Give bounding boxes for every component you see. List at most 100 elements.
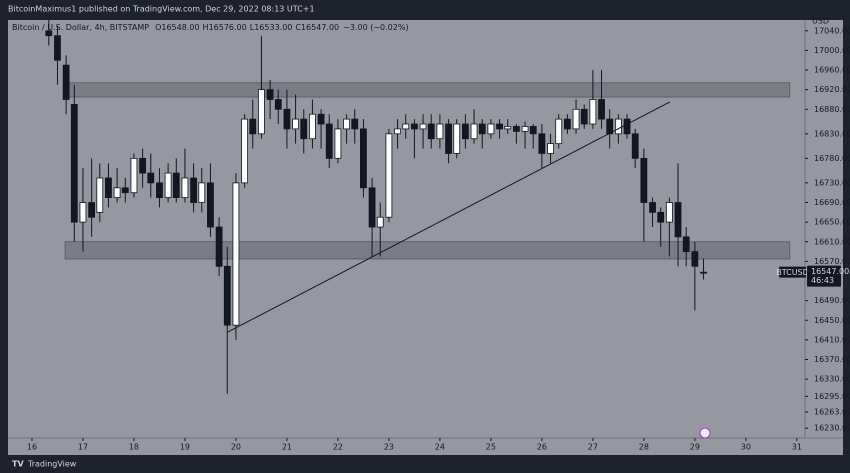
x-tick-label: 22 [333, 443, 343, 452]
candle-body [249, 118, 257, 135]
candle-body [470, 123, 478, 140]
candle-body [325, 123, 333, 159]
candle-body [62, 64, 70, 100]
candle-body [79, 202, 87, 223]
candle-body [317, 113, 325, 125]
x-tick-label: 17 [78, 443, 88, 452]
candle-body [496, 123, 503, 130]
candle-body [70, 103, 78, 223]
x-tick-label: 30 [741, 443, 751, 452]
y-tick-label: 16830.00 [814, 129, 850, 138]
candle-body [88, 202, 96, 218]
legend-symbol: Bitcoin / U.S. Dollar, 4h, BITSTAMP [12, 23, 149, 32]
price-tag [807, 265, 841, 287]
candle-body [691, 251, 699, 267]
symbol-tag-text: BTCUSD [776, 268, 809, 277]
candle-body [606, 118, 614, 135]
x-tick-label: 21 [282, 443, 292, 452]
candle-body [266, 89, 274, 100]
y-tick-label: 16690.00 [814, 198, 850, 207]
candle-body [512, 126, 520, 132]
y-tick-label: 16330.00 [814, 375, 850, 384]
candle-body [376, 216, 384, 228]
candle-body [45, 30, 53, 37]
y-tick-label: 16960.00 [814, 66, 850, 75]
footer: TradingView [27, 460, 77, 469]
y-tick-label: 16920.00 [814, 85, 850, 94]
legend-value: 16547.00 [301, 23, 339, 32]
candle-body [665, 202, 673, 223]
event-icon[interactable] [699, 427, 711, 439]
candle-body [419, 123, 427, 130]
y-tick-label: 16610.00 [814, 237, 850, 246]
y-tick-label: 16650.00 [814, 218, 850, 227]
header: BitcoinMaximus1 published on TradingView… [8, 5, 315, 14]
symbol-tag [779, 266, 806, 278]
legend-key: O [155, 23, 161, 32]
y-tick-label: 16295.00 [814, 392, 850, 401]
candle-body [172, 172, 180, 199]
x-tick-label: 24 [435, 443, 445, 452]
candle-body [572, 108, 580, 130]
candle-body [343, 118, 350, 130]
trendline [227, 101, 671, 333]
y-tick-label: 16570.00 [814, 257, 850, 266]
y-tick-label: 16730.00 [814, 178, 850, 187]
candle-body [207, 182, 214, 228]
candle-body [427, 123, 435, 140]
y-tick-label: 17040.00 [814, 26, 850, 35]
candle-body [385, 133, 393, 218]
candle-body [445, 123, 452, 154]
candle-body [232, 182, 240, 326]
candle-body [292, 118, 299, 130]
candle-body [623, 118, 631, 135]
candle-body [411, 123, 418, 130]
candle-body [368, 187, 376, 228]
candle-body [283, 108, 291, 130]
candle-body [589, 99, 597, 125]
candle-body [334, 128, 342, 159]
x-tick-label: 27 [588, 443, 598, 452]
legend: Bitcoin / U.S. Dollar, 4h, BITSTAMP O 1654… [12, 23, 409, 32]
candle-body [394, 128, 401, 135]
candle-body [555, 118, 563, 145]
candle-body [147, 172, 155, 184]
x-tick-label: 18 [129, 443, 139, 452]
legend-key: L [250, 23, 255, 32]
candle-body [478, 123, 486, 135]
logo: TV [12, 460, 24, 469]
candle-body [360, 128, 367, 189]
candle-body [682, 236, 690, 252]
candle-body [614, 118, 622, 135]
x-tick-label: 26 [537, 443, 547, 452]
candle-body [139, 157, 147, 174]
candle-body [181, 177, 189, 199]
candle-body [521, 126, 529, 132]
x-tick-label: 25 [486, 443, 496, 452]
countdown: 46:43 [811, 276, 834, 285]
candle-body [657, 211, 665, 223]
candle-body [54, 35, 61, 61]
zone [64, 82, 791, 98]
y-tick-label: 16410.00 [814, 335, 850, 344]
candle-body [121, 187, 129, 194]
candle-body [453, 123, 461, 154]
candle-body [113, 187, 121, 199]
candle-body [461, 123, 469, 140]
candle-body [598, 99, 605, 120]
candle-body [436, 123, 444, 140]
y-tick-label: 16263.00 [814, 407, 850, 416]
candle-body [402, 123, 410, 130]
candle-body [96, 177, 104, 213]
candle-body [504, 126, 512, 130]
candle-body [215, 226, 223, 267]
y-tick-label: 16880.00 [814, 105, 850, 114]
candle-body [649, 202, 656, 213]
candle-body [580, 108, 588, 125]
candle-body [529, 126, 537, 135]
candle-body [538, 133, 546, 154]
y-tick-label: 16370.00 [814, 355, 850, 364]
candle-body [300, 118, 308, 140]
candle-body [156, 182, 163, 199]
